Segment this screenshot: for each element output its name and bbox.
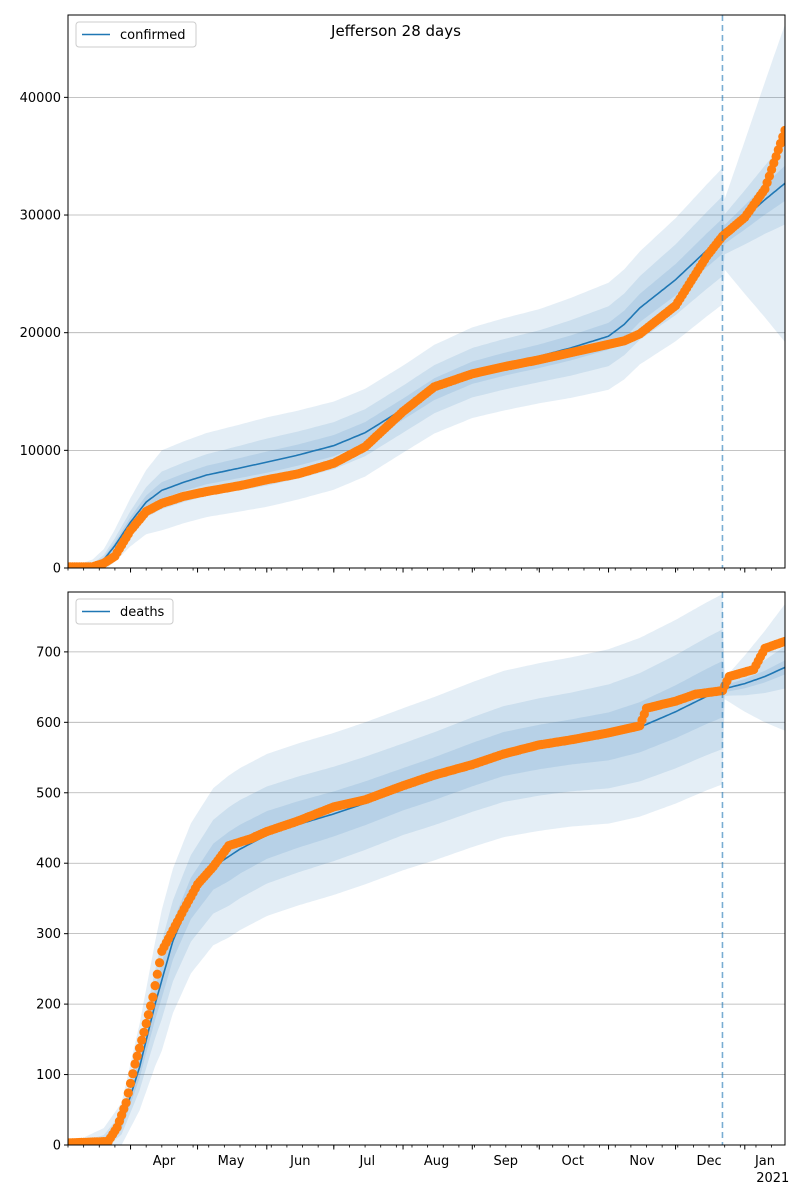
x-tick-label: Sep [494, 1154, 519, 1169]
page-title: Jefferson 28 days [330, 22, 461, 40]
y-tick-label: 40000 [20, 91, 61, 106]
y-tick-label: 0 [53, 562, 61, 577]
observed-point [780, 636, 785, 646]
inner-interval-band [68, 660, 785, 1145]
x-tick-label: Aug [424, 1154, 449, 1169]
observed-point [121, 1098, 131, 1108]
x-tick-label: Jun [289, 1154, 310, 1169]
middle-interval-band [68, 142, 785, 568]
axes-frame [67, 591, 786, 1146]
x-tick-label: Apr [153, 1154, 176, 1169]
x-tick-label: May [218, 1154, 245, 1169]
observed-point [141, 1018, 151, 1029]
y-tick-label: 10000 [20, 444, 61, 459]
confirmed-panel: 0 10000 20000 30000 40000 confirmed [20, 14, 786, 577]
x-tick-label: Nov [629, 1154, 655, 1169]
observed-point [780, 125, 785, 135]
x-tick-label: Jan [754, 1154, 775, 1169]
x-tick-year-label: 2021 [756, 1171, 789, 1186]
deaths-legend: deaths [75, 598, 174, 625]
y-tick-label: 300 [36, 927, 61, 942]
x-tick-label: Dec [696, 1154, 721, 1169]
y-tick-label: 600 [36, 716, 61, 731]
y-tick-label: 100 [36, 1068, 61, 1083]
observed-point [137, 1035, 147, 1045]
observed-point [143, 1010, 153, 1020]
observed-series [68, 636, 785, 1145]
legend-box [75, 598, 174, 625]
deaths-panel: 0 100 200 300 400 500 600 700 Apr May Jun Jul Aug Sep… [36, 591, 789, 1186]
legend-box [75, 21, 197, 48]
legend-label: confirmed [120, 28, 186, 43]
y-tick-label: 200 [36, 998, 61, 1013]
plot-area [68, 594, 785, 1145]
y-tick-label: 0 [53, 1139, 61, 1154]
plot-area [68, 24, 785, 568]
middle-interval-band [68, 629, 785, 1145]
inner-interval-band [68, 165, 785, 568]
observed-point [130, 1059, 140, 1069]
legend-label: deaths [120, 605, 165, 620]
observed-point [152, 969, 162, 979]
outer-interval-band [68, 24, 785, 568]
observed-point [148, 992, 158, 1002]
x-tick-label: Oct [562, 1154, 584, 1169]
observed-point [128, 1069, 138, 1079]
observed-point [146, 1001, 156, 1011]
y-tick-label: 500 [36, 786, 61, 801]
y-tick-label: 700 [36, 645, 61, 660]
observed-point [125, 1078, 136, 1088]
observed-point [134, 1043, 145, 1053]
observed-series [68, 125, 785, 568]
observed-point [150, 981, 160, 991]
axes-frame [67, 14, 786, 569]
y-tick-label: 400 [36, 857, 61, 872]
observed-point [155, 958, 165, 968]
observed-point [123, 1088, 133, 1098]
observed-point [132, 1051, 142, 1061]
y-tick-label: 20000 [20, 326, 61, 341]
x-tick-label: Jul [358, 1154, 375, 1169]
observed-point [139, 1027, 149, 1037]
y-tick-label: 30000 [20, 209, 61, 224]
confirmed-legend: confirmed [75, 21, 197, 48]
